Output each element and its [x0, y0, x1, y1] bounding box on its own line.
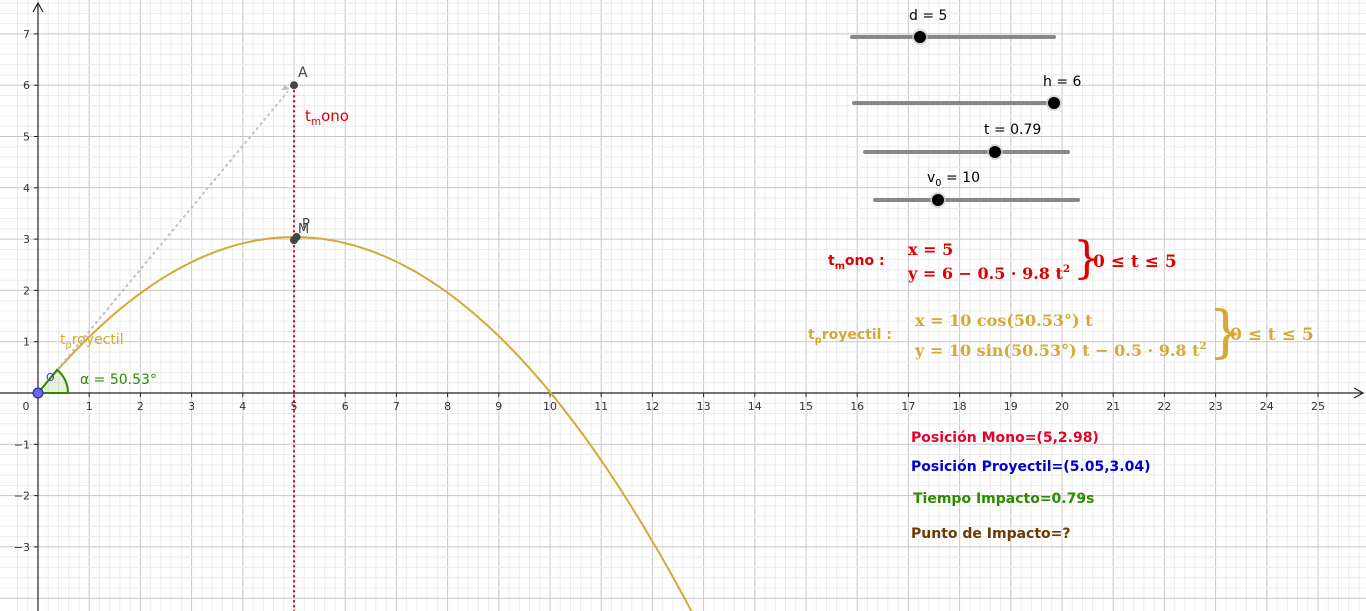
tproyectil-range: 0 ≤ t ≤ 5 [1230, 325, 1314, 345]
tproyectil-brace: } [1208, 300, 1244, 365]
slider-d-label: d = 5 [909, 8, 948, 24]
tproyectil-equation-y: y = 10 sin(50.53°) t − 0.5 · 9.8 t2 [915, 340, 1207, 360]
angle-label: α = 50.53° [80, 372, 157, 388]
x-tick-label: 2 [137, 400, 144, 413]
x-tick-label: 19 [1004, 400, 1018, 413]
x-tick-label: 11 [594, 400, 608, 413]
y-tick-label: 1 [23, 336, 30, 349]
velocity-vector[interactable] [37, 90, 289, 394]
y-tick-label: 3 [23, 233, 30, 246]
slider-d-handle[interactable] [914, 31, 926, 43]
point-p-label: P [302, 217, 310, 232]
tmono-equation-y: y = 6 − 0.5 · 9.8 t2 [908, 263, 1071, 283]
tmono-range: 0 ≤ t ≤ 5 [1093, 252, 1177, 272]
tmono-brace: } [1073, 233, 1101, 284]
x-tick-label: 1 [86, 400, 93, 413]
slider-v0-label: v0 = 10 [927, 170, 980, 189]
slider-v0-handle[interactable] [932, 194, 944, 206]
x-tick-label: 10 [543, 400, 557, 413]
slider-h-handle[interactable] [1048, 97, 1060, 109]
tmono-equation-x: x = 5 [908, 240, 954, 259]
origin-point[interactable] [32, 387, 44, 399]
x-tick-label: 8 [444, 400, 451, 413]
y-tick-label: 7 [23, 28, 30, 41]
y-tick-label: 4 [23, 182, 30, 195]
x-tick-label: 3 [188, 400, 195, 413]
x-tick-label: 24 [1260, 400, 1274, 413]
tproyectil-equation-name: tproyectil : [808, 327, 892, 346]
construction-objects[interactable] [32, 81, 701, 611]
x-tick-label: 6 [342, 400, 349, 413]
posicion-proyectil-text: Posición Proyectil=(5.05,3.04) [911, 459, 1151, 475]
y-axis-arrow [32, 1, 44, 13]
x-tick-label: 15 [799, 400, 813, 413]
origin-label: O [46, 371, 55, 384]
angle-alpha-arc[interactable] [35, 368, 70, 394]
y-tick-label: 5 [23, 131, 30, 144]
tproyectil-equation-x: x = 10 cos(50.53°) t [915, 311, 1093, 330]
x-tick-label: 12 [645, 400, 659, 413]
point-m-label: M [298, 222, 310, 237]
tmono-curve-label: tmono [305, 107, 349, 128]
slider-h-label: h = 6 [1043, 74, 1082, 90]
x-tick-label: 0 [23, 400, 30, 413]
posicion-mono-text: Posición Mono=(5,2.98) [911, 430, 1099, 446]
x-tick-label: 25 [1311, 400, 1325, 413]
sliders[interactable] [850, 29, 1080, 208]
y-tick-label: −1 [14, 438, 30, 451]
y-tick-label: 6 [23, 79, 30, 92]
x-tick-label: 4 [239, 400, 246, 413]
y-tick-label: 2 [23, 284, 30, 297]
x-tick-label: 7 [393, 400, 400, 413]
slider-t-label: t = 0.79 [984, 122, 1042, 138]
projectile-trajectory-curve[interactable] [37, 235, 701, 611]
tmono-equation-name: tmono : [828, 253, 885, 272]
tiempo-impacto-text: Tiempo Impacto=0.79s [913, 491, 1095, 507]
x-tick-label: 14 [748, 400, 762, 413]
axis-tick-labels: 0123456789101112131415161718192021222324… [14, 28, 1325, 554]
y-tick-label: −2 [14, 490, 30, 503]
tproyectil-curve-label: tproyectil [60, 332, 124, 351]
x-tick-label: 22 [1157, 400, 1171, 413]
x-tick-label: 9 [495, 400, 502, 413]
y-tick-label: −3 [14, 541, 30, 554]
velocity-vector-arrowhead [281, 85, 290, 91]
x-tick-label: 18 [953, 400, 967, 413]
x-tick-label: 20 [1055, 400, 1069, 413]
slider-t-handle[interactable] [989, 146, 1001, 158]
x-axis-arrow [1353, 387, 1365, 399]
x-tick-label: 16 [850, 400, 864, 413]
x-tick-label: 23 [1209, 400, 1223, 413]
x-tick-label: 17 [901, 400, 915, 413]
point-p[interactable] [292, 233, 301, 242]
point-a-label: A [298, 65, 308, 81]
x-tick-label: 13 [697, 400, 711, 413]
x-tick-label: 21 [1106, 400, 1120, 413]
punto-impacto-text: Punto de Impacto=? [911, 526, 1071, 542]
point-a[interactable] [290, 81, 298, 90]
